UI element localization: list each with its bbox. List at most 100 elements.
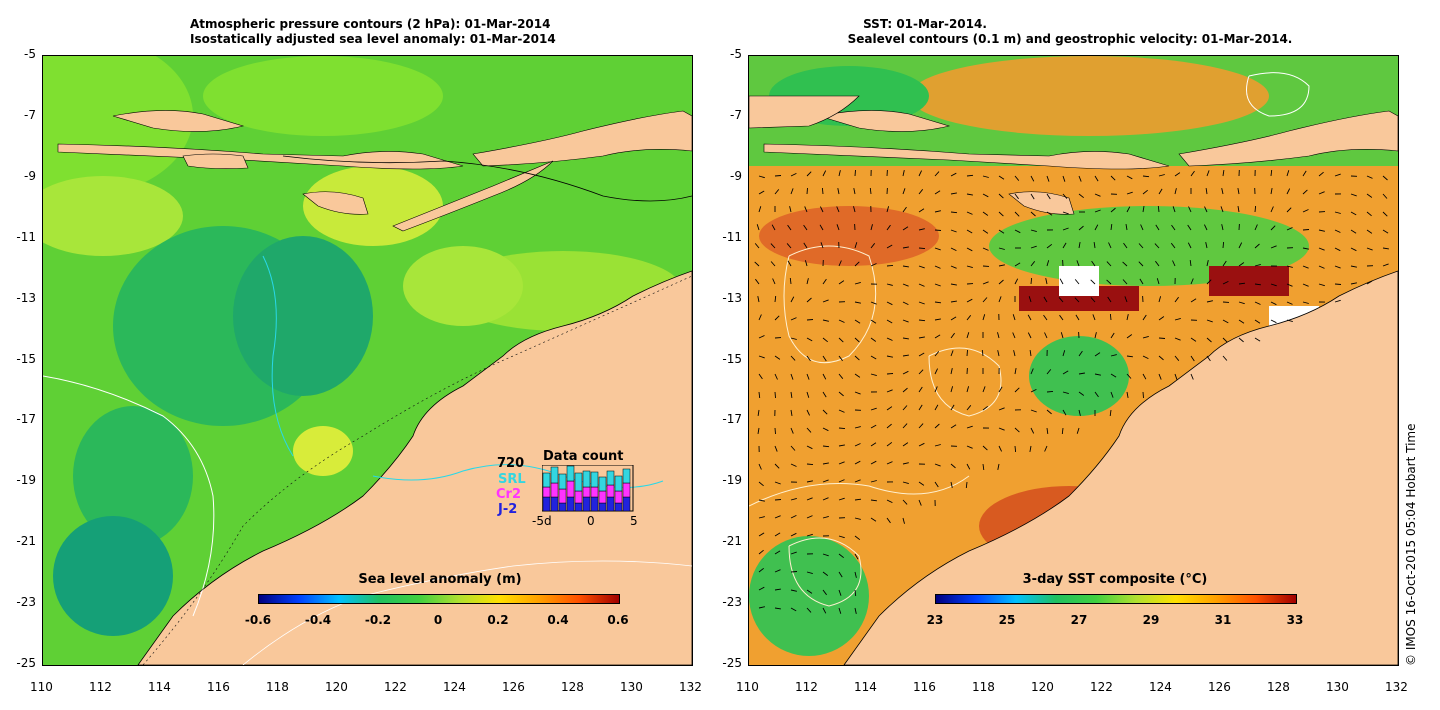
velocity-arrow xyxy=(1158,355,1164,361)
velocity-arrow xyxy=(822,391,827,398)
velocity-arrow xyxy=(1062,409,1067,416)
velocity-arrow xyxy=(1139,278,1144,285)
velocity-arrow xyxy=(1027,332,1032,339)
right-colorbar-label: 31 xyxy=(1214,613,1232,627)
velocity-arrow xyxy=(950,172,957,177)
velocity-arrow xyxy=(1158,174,1165,177)
velocity-arrow xyxy=(758,190,765,195)
velocity-arrow xyxy=(1142,373,1147,380)
velocity-arrow xyxy=(1158,188,1163,195)
data-count-bar xyxy=(550,496,559,512)
velocity-arrow xyxy=(1154,243,1160,249)
velocity-arrow xyxy=(870,499,877,502)
velocity-arrow xyxy=(758,175,765,179)
velocity-arrow xyxy=(1174,337,1181,341)
velocity-arrow xyxy=(854,460,861,465)
velocity-arrow xyxy=(822,515,829,519)
velocity-arrow xyxy=(918,404,923,411)
data-count-bar xyxy=(598,476,607,492)
right-colorbar-label: 33 xyxy=(1286,613,1304,627)
velocity-arrow xyxy=(758,314,762,321)
velocity-arrow xyxy=(819,206,824,213)
velocity-arrow xyxy=(902,283,909,287)
velocity-arrow xyxy=(1030,193,1035,200)
right-y-tick: -9 xyxy=(730,168,742,183)
velocity-arrow xyxy=(1222,355,1228,361)
velocity-arrow xyxy=(786,243,792,249)
velocity-arrow xyxy=(918,423,924,429)
velocity-arrow xyxy=(1046,409,1052,415)
velocity-arrow xyxy=(1062,242,1067,249)
velocity-arrow xyxy=(1078,225,1084,231)
velocity-arrow xyxy=(1187,224,1192,231)
velocity-arrow xyxy=(1110,224,1113,231)
velocity-arrow xyxy=(950,463,956,469)
left-x-tick: 126 xyxy=(502,680,525,694)
velocity-arrow xyxy=(982,247,989,251)
data-count-bar xyxy=(558,502,567,512)
velocity-arrow xyxy=(1254,205,1257,213)
velocity-arrow xyxy=(1094,175,1099,182)
data-count-bar xyxy=(614,490,623,504)
velocity-arrow xyxy=(1158,296,1162,303)
data-count-bar xyxy=(590,471,599,488)
left-title-line1: Atmospheric pressure contours (2 hPa): 0… xyxy=(190,17,551,31)
velocity-arrow xyxy=(774,532,781,537)
velocity-arrow xyxy=(870,517,877,522)
velocity-arrow xyxy=(854,169,856,177)
velocity-arrow xyxy=(902,354,909,357)
velocity-arrow xyxy=(1014,193,1019,200)
velocity-arrow xyxy=(998,175,1005,180)
velocity-arrow xyxy=(1094,391,1099,398)
velocity-arrow xyxy=(1123,242,1128,249)
velocity-arrow xyxy=(998,427,1005,431)
velocity-arrow xyxy=(1012,332,1016,339)
velocity-arrow xyxy=(886,517,891,524)
velocity-arrow xyxy=(1094,224,1099,231)
left-x-tick: 120 xyxy=(325,680,348,694)
velocity-arrow xyxy=(1078,409,1081,416)
right-colorbar-label: 25 xyxy=(998,613,1016,627)
velocity-arrow xyxy=(886,337,893,341)
velocity-arrow xyxy=(1190,373,1194,380)
velocity-arrow xyxy=(998,279,1004,285)
velocity-arrow xyxy=(966,211,973,215)
data-count-bar xyxy=(606,496,615,512)
velocity-arrow xyxy=(1190,337,1197,342)
left-colorbar-label: 0 xyxy=(433,613,443,627)
velocity-arrow xyxy=(902,301,909,306)
velocity-arrow xyxy=(1318,283,1325,287)
left-y-tick: -17 xyxy=(16,412,36,427)
right-x-tick: 130 xyxy=(1326,680,1349,694)
left-x-tick: 112 xyxy=(89,680,112,694)
velocity-arrow xyxy=(790,532,797,537)
velocity-arrow xyxy=(804,206,808,213)
right-y-tick: -13 xyxy=(722,290,742,305)
velocity-arrow xyxy=(1029,445,1032,452)
velocity-arrow xyxy=(1126,175,1133,180)
velocity-arrow xyxy=(1203,224,1208,231)
velocity-arrow xyxy=(886,406,893,411)
velocity-arrow xyxy=(1013,350,1016,357)
right-x-tick: 116 xyxy=(913,680,936,694)
velocity-arrow xyxy=(1030,277,1033,285)
velocity-arrow xyxy=(1046,193,1051,200)
velocity-arrow xyxy=(886,244,893,249)
velocity-arrow xyxy=(806,297,812,303)
velocity-arrow xyxy=(1171,224,1176,231)
velocity-arrow xyxy=(1030,211,1036,217)
velocity-arrow xyxy=(934,463,941,467)
velocity-arrow xyxy=(806,409,811,416)
velocity-arrow xyxy=(1110,175,1116,181)
data-count-bar xyxy=(566,496,575,512)
velocity-arrow xyxy=(886,283,893,286)
velocity-arrow xyxy=(1190,298,1197,303)
velocity-arrow xyxy=(1109,409,1112,417)
data-count-bar xyxy=(622,482,631,498)
velocity-arrow xyxy=(1302,189,1308,195)
velocity-arrow xyxy=(1110,207,1116,213)
velocity-arrow xyxy=(853,188,856,195)
velocity-arrow xyxy=(1030,175,1035,182)
velocity-arrow xyxy=(1140,224,1144,231)
velocity-arrow xyxy=(966,193,973,196)
